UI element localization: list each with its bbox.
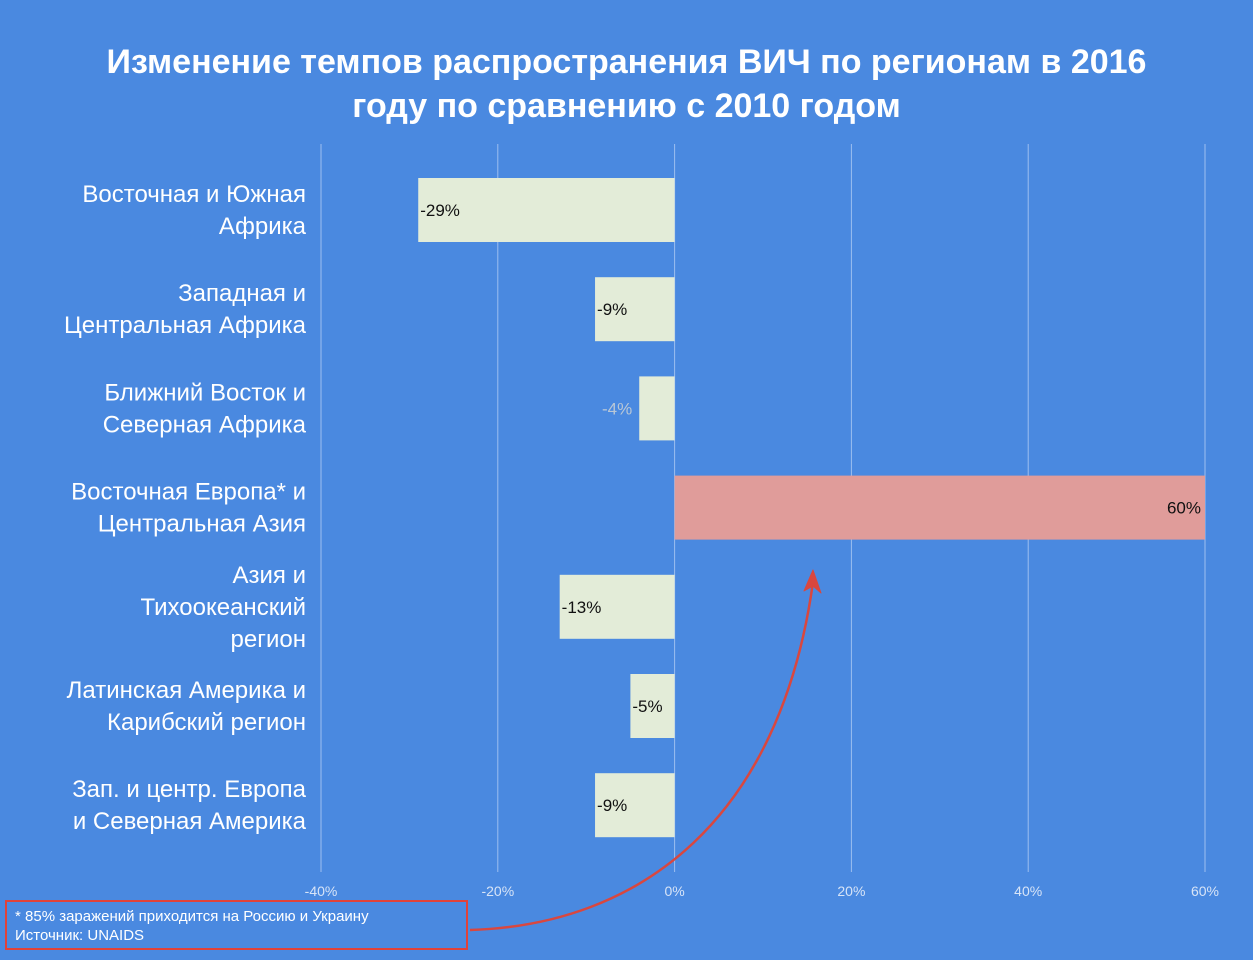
category-label-line: и Северная Америка (73, 808, 307, 835)
category-label-line: Латинская Америка и (67, 677, 306, 704)
footnote-box: * 85% заражений приходится на Россию и У… (5, 900, 468, 950)
category-label-line: Восточная Европа* и (71, 479, 306, 506)
data-label: -29% (420, 201, 460, 220)
category-label-line: Карибский регион (107, 709, 306, 736)
category-label: Восточная и Южная Африка (82, 181, 306, 240)
bar (595, 277, 675, 342)
annotation-arrowhead (803, 569, 822, 594)
footnote-source: Источник: UNAIDS (15, 927, 145, 944)
x-tick-label: 20% (837, 883, 865, 899)
category-label: Латинская Америка и Карибский регион (67, 677, 306, 736)
bar (630, 674, 675, 738)
bar (418, 178, 675, 242)
category-label-line: Центральная Азия (98, 511, 306, 538)
category-label: Азия и Тихоокеанский регион (141, 562, 306, 653)
category-label-line: Азия и (233, 562, 307, 589)
category-label-line: Западная и (178, 280, 306, 307)
category-label-line: регион (231, 626, 306, 653)
x-tick-label: -20% (481, 883, 514, 899)
chart-title-line-1: Изменение темпов распространения ВИЧ по … (106, 43, 1147, 81)
x-tick-label: 60% (1191, 883, 1219, 899)
x-tick-label: -40% (305, 883, 338, 899)
bar (639, 376, 675, 441)
data-label: 60% (1167, 499, 1201, 518)
category-label-line: Зап. и центр. Европа (72, 776, 306, 803)
category-label: Ближний Восток и Северная Африка (103, 379, 307, 438)
chart-title: Изменение темпов распространения ВИЧ по … (0, 40, 1253, 128)
data-label: -4% (602, 399, 632, 418)
bar (674, 475, 1205, 540)
data-label: -13% (562, 598, 602, 617)
x-tick-label: 40% (1014, 883, 1042, 899)
category-label-line: Африка (219, 213, 307, 240)
chart-title-line-2: году по сравнению с 2010 годом (352, 87, 901, 125)
category-label: Восточная Европа* и Центральная Азия (71, 479, 306, 538)
category-label: Западная и Центральная Африка (64, 280, 307, 339)
footnote-note: * 85% заражений приходится на Россию и У… (15, 908, 369, 925)
data-label: -5% (632, 697, 662, 716)
data-label: -9% (597, 796, 627, 815)
category-label-line: Северная Африка (103, 411, 307, 438)
annotation-arrow (469, 581, 815, 932)
bar (595, 773, 675, 838)
data-label: -9% (597, 300, 627, 319)
category-label-line: Тихоокеанский (141, 594, 306, 621)
category-label-line: Центральная Африка (64, 312, 307, 339)
category-label-line: Восточная и Южная (82, 181, 306, 208)
x-tick-label: 0% (664, 883, 684, 899)
category-label: Зап. и центр. Европа и Северная Америка (72, 776, 306, 835)
category-label-line: Ближний Восток и (104, 379, 306, 406)
bar (559, 574, 675, 639)
